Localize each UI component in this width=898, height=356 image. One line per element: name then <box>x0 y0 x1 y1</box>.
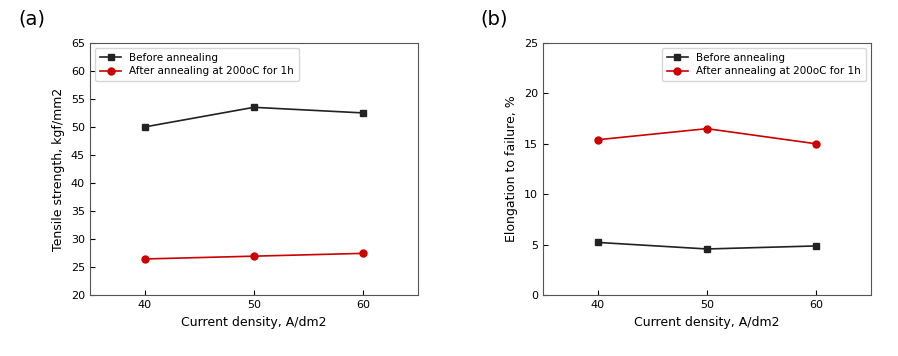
Legend: Before annealing, After annealing at 200oC for 1h: Before annealing, After annealing at 200… <box>95 48 299 82</box>
After annealing at 200oC for 1h <box>592 138 603 142</box>
Line: Before annealing: Before annealing <box>141 104 366 130</box>
After annealing at 200oC for 1h <box>358 251 369 256</box>
After annealing at 200oC for 1h <box>139 257 150 261</box>
Y-axis label: Elongation to failure, %: Elongation to failure, % <box>506 96 518 242</box>
Before annealing <box>701 247 712 251</box>
Legend: Before annealing, After annealing at 200oC for 1h: Before annealing, After annealing at 200… <box>662 48 866 82</box>
Line: Before annealing: Before annealing <box>594 239 820 252</box>
Before annealing <box>249 105 260 109</box>
X-axis label: Current density, A/dm2: Current density, A/dm2 <box>634 316 779 329</box>
Y-axis label: Tensile strength, kgf/mm2: Tensile strength, kgf/mm2 <box>52 88 66 251</box>
Line: After annealing at 200oC for 1h: After annealing at 200oC for 1h <box>141 250 366 262</box>
Before annealing <box>139 125 150 129</box>
Text: (a): (a) <box>18 10 45 28</box>
X-axis label: Current density, A/dm2: Current density, A/dm2 <box>181 316 327 329</box>
Line: After annealing at 200oC for 1h: After annealing at 200oC for 1h <box>594 125 820 147</box>
After annealing at 200oC for 1h <box>811 142 822 146</box>
Before annealing <box>811 244 822 248</box>
After annealing at 200oC for 1h <box>701 126 712 131</box>
After annealing at 200oC for 1h <box>249 254 260 258</box>
Before annealing <box>592 240 603 245</box>
Before annealing <box>358 111 369 115</box>
Text: (b): (b) <box>480 10 507 28</box>
